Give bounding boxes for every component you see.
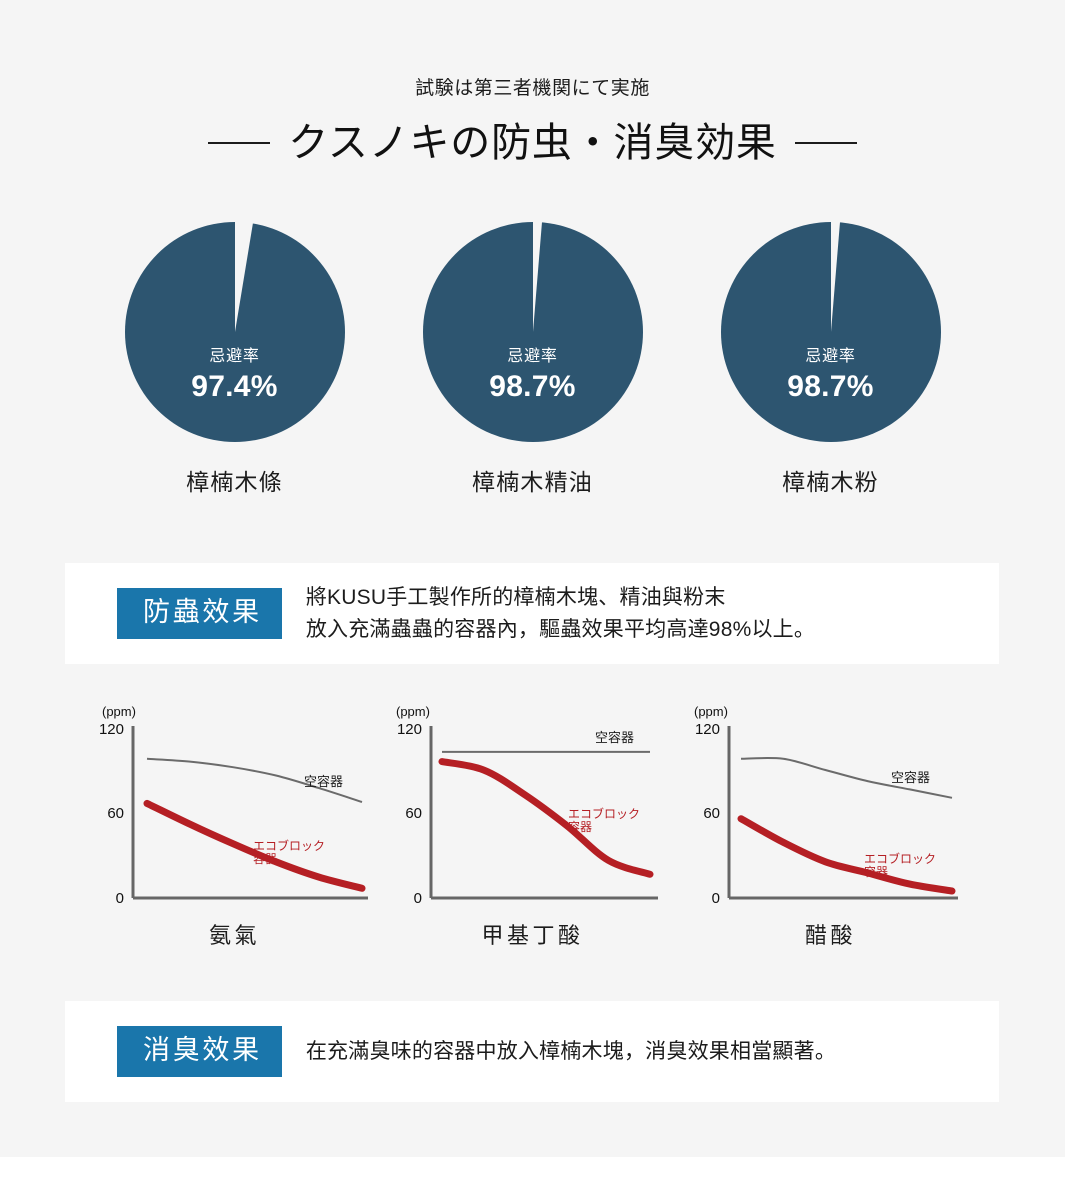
page-header: 試験は第三者機関にて実施 クスノキの防虫・消臭効果 [0,78,1065,168]
line-chart-svg-1: (ppm) 120 60 0 空容器 エコブロック 容器 [396,704,658,907]
pie-svg-0 [124,222,345,442]
pie-chart-1: 忌避率 98.7% [422,222,643,442]
title-rule-left-icon [208,141,271,144]
series-label-eco-block-0: エコブロック [253,838,325,853]
pie-cell-0: 忌避率 97.4% 樟楠木條 [124,222,345,497]
line-chart-cell-0: (ppm) 120 60 0 空容器 エコブロック 容器 氨氣 [90,700,380,950]
page-title: クスノキの防虫・消臭効果 [288,119,777,165]
line-chart-caption-1: 甲基丁酸 [481,923,584,948]
pie-label-1: 樟楠木精油 [472,469,593,495]
insect-effect-text: 將KUSU手工製作所的樟楠木塊、精油與粉末 放入充滿蟲蟲的容器內，驅蟲效果平均高… [306,582,815,644]
line-chart-svg-2: (ppm) 120 60 0 空容器 エコブロック 容器 [694,704,958,907]
series-line-eco-block-2 [737,815,955,895]
series-label-eco-block-2b: 容器 [864,864,888,879]
pie-slice-gap-1 [532,222,542,332]
line-chart-svg-0: (ppm) 120 60 0 空容器 エコブロック 容器 [98,704,368,907]
line-chart-cell-2: (ppm) 120 60 0 空容器 エコブロック 容器 醋酸 [686,700,976,950]
line-chart-caption-2: 醋酸 [804,923,857,948]
y-axis-unit-0: (ppm) [102,704,136,719]
pie-slice-gap-0 [234,222,253,332]
insect-effect-line-1: 將KUSU手工製作所的樟楠木塊、精油與粉末 [305,586,726,610]
pie-chart-group: 忌避率 97.4% 樟楠木條 忌避率 98.7% 樟楠木精油 [0,222,1065,497]
deodorant-effect-card: 消臭效果 在充滿臭味的容器中放入樟楠木塊，消臭效果相當顯著。 [65,1001,999,1102]
line-chart-caption-0: 氨氣 [208,923,261,948]
y-axis-unit-2: (ppm) [694,704,728,719]
pie-slice-gap-2 [830,222,840,332]
insect-effect-badge: 防蟲效果 [117,587,282,640]
line-chart-cell-1: (ppm) 120 60 0 空容器 エコブロック 容器 甲基丁酸 [388,700,678,950]
title-rule-right-icon [794,141,857,144]
insect-effect-card: 防蟲效果 將KUSU手工製作所的樟楠木塊、精油與粉末 放入充滿蟲蟲的容器內，驅蟲… [65,563,999,664]
deodorant-effect-badge: 消臭效果 [117,1025,282,1078]
series-label-empty-container-0: 空容器 [304,774,343,789]
page-subtitle: 試験は第三者機関にて実施 [415,78,650,99]
series-label-eco-block-0b: 容器 [253,851,277,866]
y-tick-120-0: 120 [98,721,123,738]
pie-chart-2: 忌避率 98.7% [720,222,941,442]
pie-cell-2: 忌避率 98.7% 樟楠木粉 [720,222,941,497]
series-label-eco-block-2: エコブロック [864,851,936,866]
series-label-empty-container-2: 空容器 [891,770,930,785]
pie-svg-1 [422,222,643,442]
pie-svg-2 [720,222,941,442]
series-line-empty-container-2 [740,757,952,799]
pie-label-2: 樟楠木粉 [782,469,879,495]
y-tick-0-0: 0 [115,890,123,907]
series-line-eco-block-0 [143,799,365,892]
y-axis-unit-1: (ppm) [396,704,430,719]
deodorant-effect-text: 在充滿臭味的容器中放入樟楠木塊，消臭效果相當顯著。 [306,1036,836,1067]
series-label-eco-block-1b: 容器 [568,819,592,834]
series-line-eco-block-1 [438,758,653,878]
y-tick-0-2: 0 [711,890,719,907]
page-title-row: クスノキの防虫・消臭効果 [0,118,1065,168]
insect-effect-line-2: 放入充滿蟲蟲的容器內，驅蟲效果平均高達98%以上。 [305,617,816,641]
pie-label-0: 樟楠木條 [186,469,283,495]
pie-chart-0: 忌避率 97.4% [124,222,345,442]
pie-cell-1: 忌避率 98.7% 樟楠木精油 [422,222,643,497]
y-tick-60-0: 60 [107,805,124,822]
series-line-empty-container-0 [146,757,362,803]
series-label-eco-block-1: エコブロック [568,806,640,821]
deodorant-effect-line-1: 在充滿臭味的容器中放入樟楠木塊，消臭效果相當顯著。 [305,1039,837,1063]
line-chart-group: (ppm) 120 60 0 空容器 エコブロック 容器 氨氣 (ppm) 12… [0,700,1065,950]
series-label-empty-container-1: 空容器 [595,730,634,745]
y-tick-120-2: 120 [694,721,719,738]
y-tick-60-2: 60 [703,805,720,822]
y-tick-120-1: 120 [396,721,421,738]
y-tick-0-1: 0 [413,890,421,907]
y-tick-60-1: 60 [405,805,422,822]
